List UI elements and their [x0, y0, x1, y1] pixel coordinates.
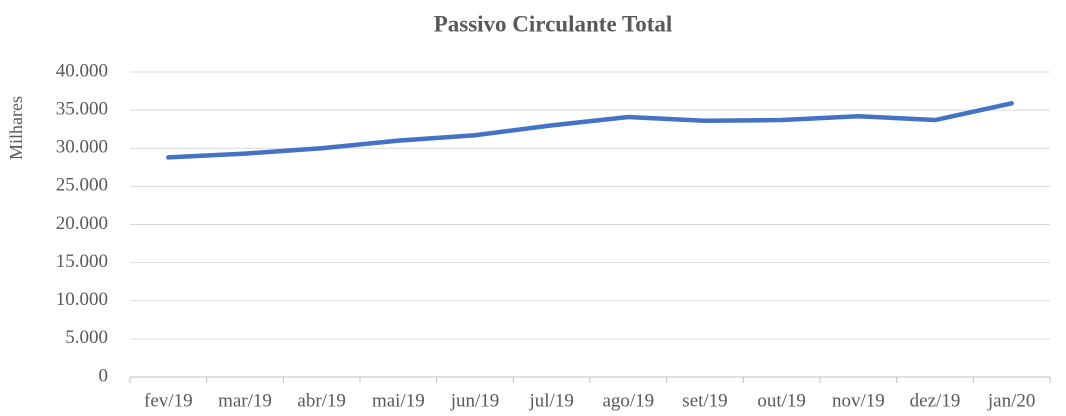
y-tick-label: 40.000	[56, 60, 108, 81]
x-tick-label: fev/19	[144, 390, 193, 411]
x-tick-label: set/19	[682, 390, 727, 411]
x-tick-label: ago/19	[602, 390, 654, 411]
y-tick-label: 10.000	[56, 289, 108, 310]
x-tick-label: mar/19	[218, 390, 272, 411]
x-tick-label: jan/20	[987, 390, 1036, 411]
data-line	[166, 101, 1014, 160]
y-tick-label: 20.000	[56, 213, 108, 234]
x-tick-label: out/19	[757, 390, 806, 411]
x-tick-label: nov/19	[832, 390, 885, 411]
x-tick-label: mai/19	[372, 390, 425, 411]
x-tick-label: abr/19	[297, 390, 346, 411]
y-tick-label: 5.000	[65, 327, 108, 348]
x-tick-label: dez/19	[910, 390, 961, 411]
y-tick-label: 0	[99, 365, 109, 386]
y-tick-label: 25.000	[56, 175, 108, 196]
y-tick-label: 15.000	[56, 251, 108, 272]
y-tick-label: 30.000	[56, 137, 108, 158]
y-axis-label: Milhares	[6, 96, 26, 160]
y-tick-label: 35.000	[56, 98, 108, 119]
x-tick-label: jun/19	[450, 390, 500, 411]
x-tick-label: jul/19	[528, 390, 573, 411]
chart-title: Passivo Circulante Total	[434, 11, 673, 36]
